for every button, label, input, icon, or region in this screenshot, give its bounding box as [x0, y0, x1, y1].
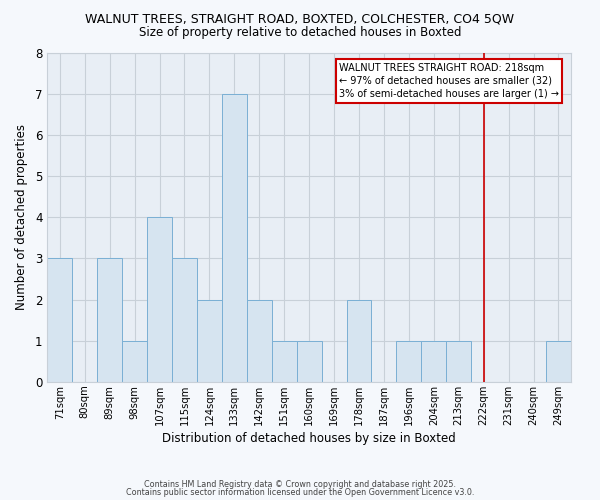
Bar — [446, 340, 471, 382]
Text: WALNUT TREES STRAIGHT ROAD: 218sqm
← 97% of detached houses are smaller (32)
3% : WALNUT TREES STRAIGHT ROAD: 218sqm ← 97%… — [339, 63, 559, 99]
Text: Contains HM Land Registry data © Crown copyright and database right 2025.: Contains HM Land Registry data © Crown c… — [144, 480, 456, 489]
Bar — [122, 340, 147, 382]
Bar — [172, 258, 197, 382]
Bar — [222, 94, 247, 382]
Bar — [147, 217, 172, 382]
Bar — [47, 258, 72, 382]
Bar — [272, 340, 296, 382]
Bar — [197, 300, 222, 382]
Bar — [546, 340, 571, 382]
Bar — [296, 340, 322, 382]
Text: Size of property relative to detached houses in Boxted: Size of property relative to detached ho… — [139, 26, 461, 39]
Bar — [97, 258, 122, 382]
X-axis label: Distribution of detached houses by size in Boxted: Distribution of detached houses by size … — [162, 432, 456, 445]
Text: WALNUT TREES, STRAIGHT ROAD, BOXTED, COLCHESTER, CO4 5QW: WALNUT TREES, STRAIGHT ROAD, BOXTED, COL… — [85, 12, 515, 26]
Bar — [397, 340, 421, 382]
Text: Contains public sector information licensed under the Open Government Licence v3: Contains public sector information licen… — [126, 488, 474, 497]
Bar — [347, 300, 371, 382]
Y-axis label: Number of detached properties: Number of detached properties — [15, 124, 28, 310]
Bar — [247, 300, 272, 382]
Bar — [421, 340, 446, 382]
